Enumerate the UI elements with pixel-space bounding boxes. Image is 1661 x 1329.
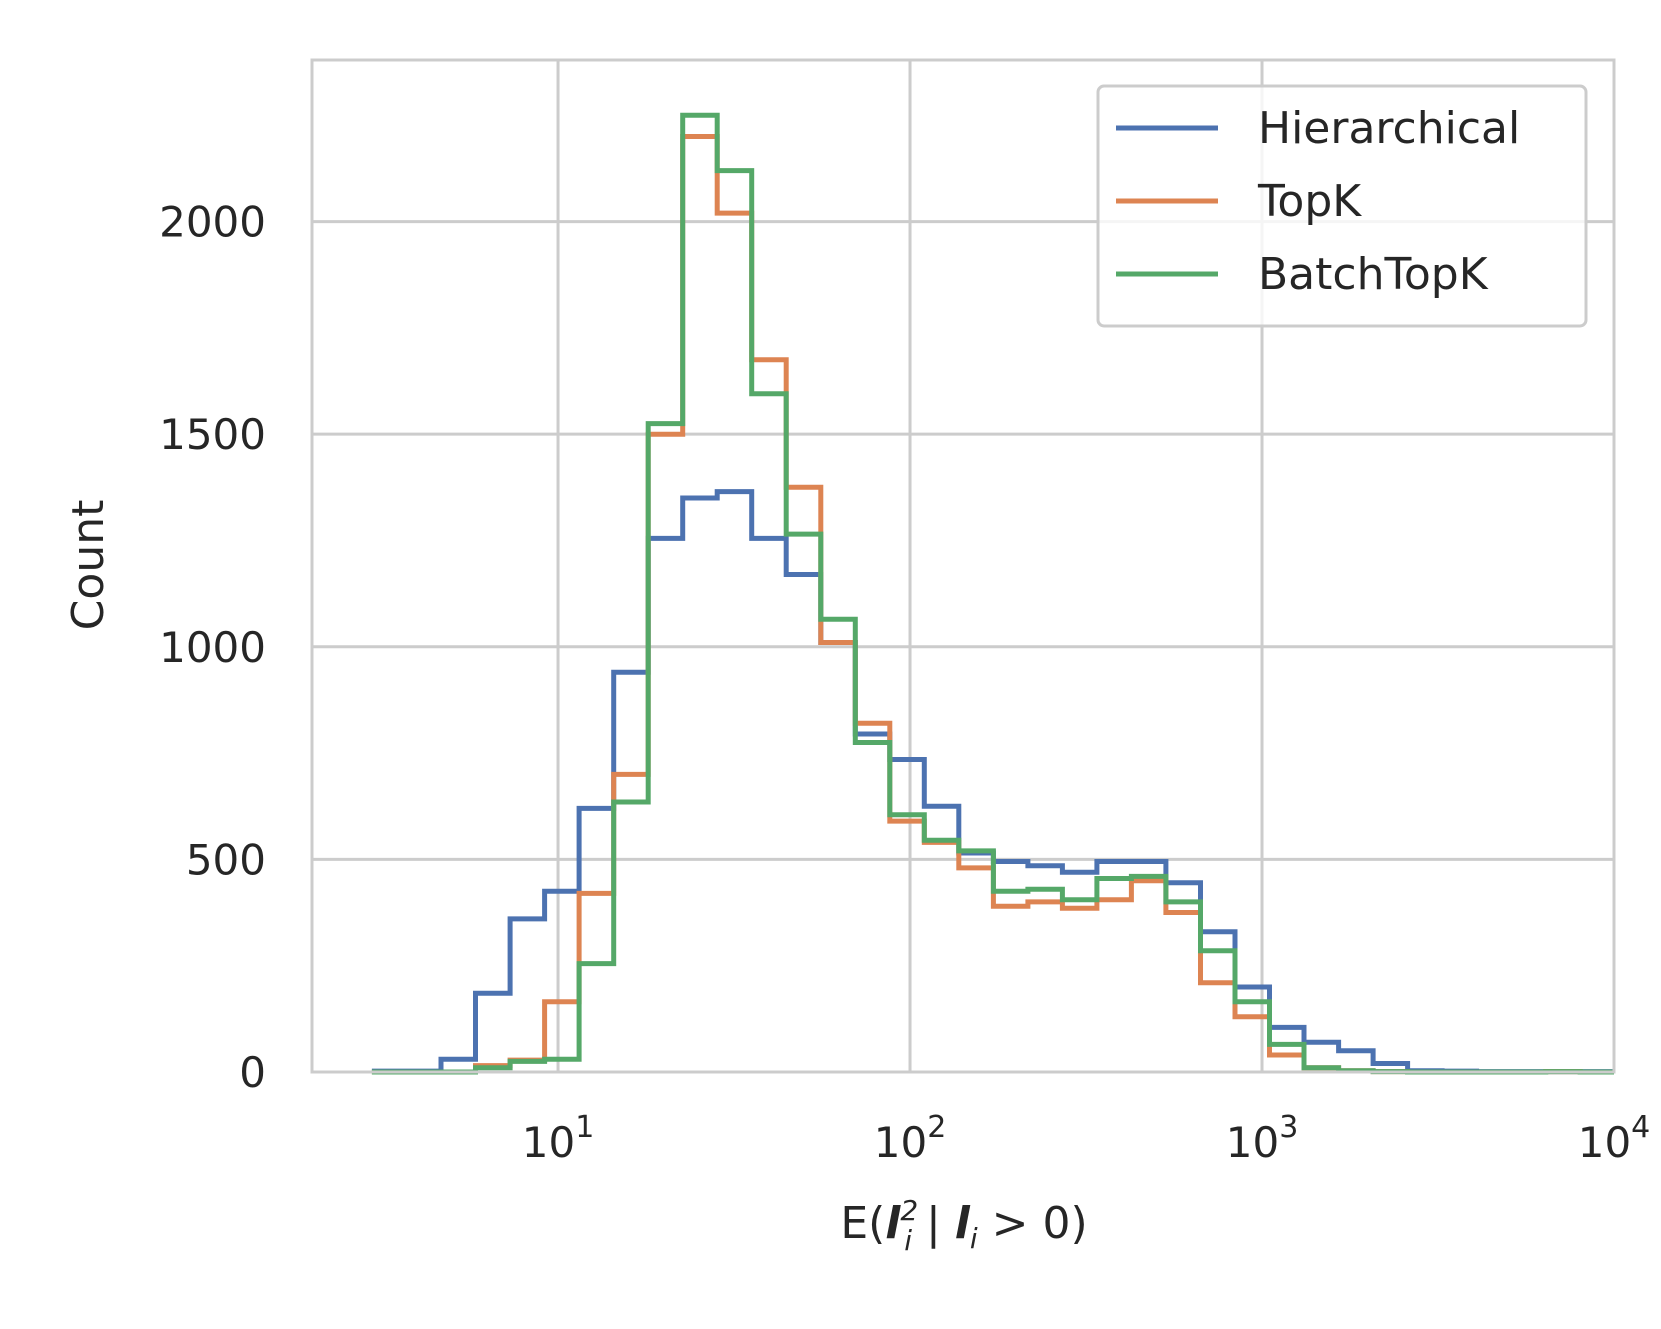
legend-box <box>1096 84 1588 328</box>
y-tick-label: 0 <box>239 1048 266 1097</box>
y-tick-label: 1000 <box>159 623 266 672</box>
y-tick-label: 2000 <box>159 198 266 247</box>
y-tick-label: 500 <box>186 835 266 884</box>
y-axis-label: Count <box>63 500 114 631</box>
legend: Hierarchical TopK BatchTopK <box>1096 84 1588 328</box>
y-tick-labels: 0 500 1000 1500 2000 <box>159 198 266 1097</box>
legend-label-hierarchical: Hierarchical <box>1258 103 1520 154</box>
y-tick-label: 1500 <box>159 410 266 459</box>
x-tick-label: 101 <box>522 1110 595 1167</box>
x-tick-labels: 101 102 103 104 <box>522 1110 1651 1167</box>
legend-label-topk: TopK <box>1257 176 1362 227</box>
plot-frame <box>310 58 1616 1074</box>
x-tick-label: 103 <box>1226 1110 1299 1167</box>
x-tick-label: 102 <box>874 1110 947 1167</box>
legend-label-batchtopk: BatchTopK <box>1258 249 1489 300</box>
x-tick-label: 104 <box>1578 1110 1651 1167</box>
x-axis-label: E(l2 i | li > 0) <box>840 1194 1087 1257</box>
